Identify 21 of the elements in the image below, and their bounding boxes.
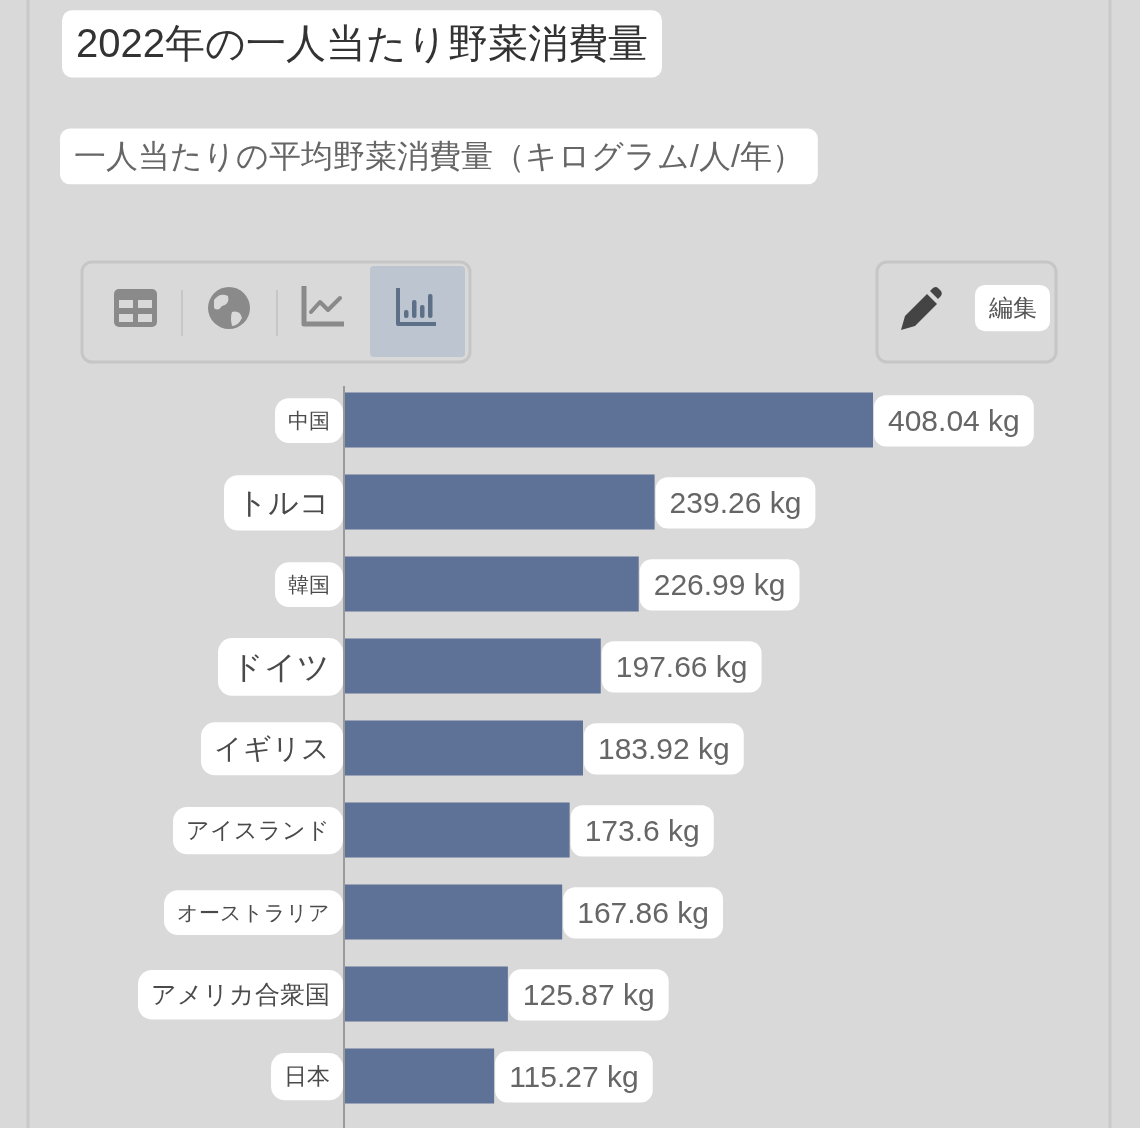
data-label: 408.04 kg <box>888 403 1020 437</box>
y-tick-label: オーストラリア <box>177 900 330 924</box>
y-tick-label: アメリカ合衆国 <box>151 980 330 1008</box>
chart-subtitle: 一人当たりの平均野菜消費量（キログラム/人/年） <box>74 138 804 174</box>
data-label: 239.26 kg <box>669 485 802 519</box>
y-tick-label: ドイツ <box>231 648 330 685</box>
y-tick-label: トルコ <box>237 485 330 519</box>
y-tick-label: アイスランド <box>186 817 330 844</box>
data-label: 167.86 kg <box>577 895 709 929</box>
chart-title: 2022年の一人当たり野菜消費量 <box>76 21 648 65</box>
data-label: 197.66 kg <box>615 649 748 683</box>
data-label: 183.92 kg <box>597 731 730 765</box>
y-tick-label: 韓国 <box>288 572 330 596</box>
y-tick-label: イギリス <box>214 733 330 765</box>
data-label: 173.6 kg <box>584 813 700 847</box>
y-tick-label: 日本 <box>284 1063 330 1090</box>
y-tick-label: 中国 <box>288 408 330 432</box>
data-label: 226.99 kg <box>653 567 786 601</box>
edit-button: 編集 <box>875 260 1058 364</box>
data-label: 115.27 kg <box>509 1059 639 1093</box>
data-label: 125.87 kg <box>522 977 655 1011</box>
